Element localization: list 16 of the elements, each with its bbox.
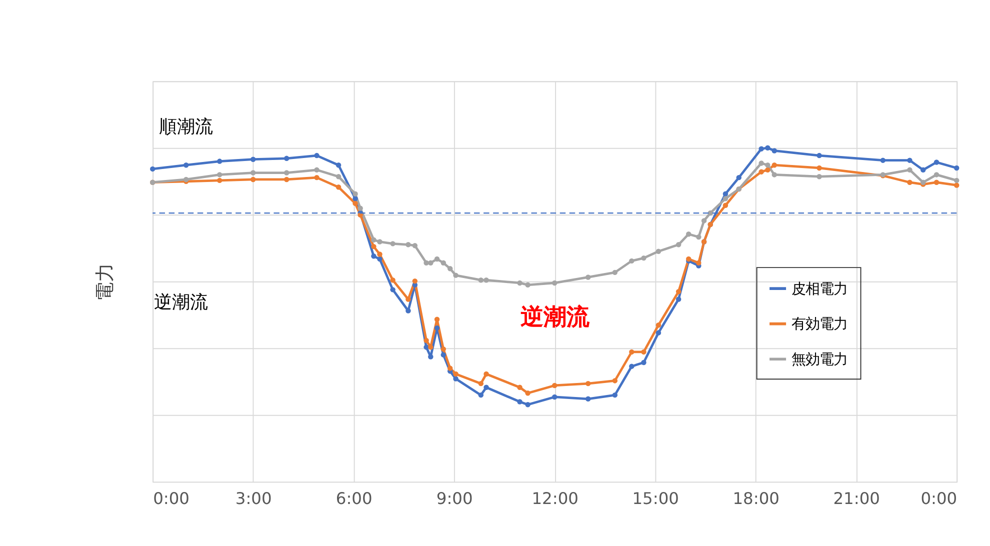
x-tick-label: 0:00	[153, 489, 190, 508]
x-tick-label: 3:00	[235, 489, 272, 508]
legend-label: 有効電力	[792, 316, 848, 333]
x-tick-label: 15:00	[632, 489, 679, 508]
x-tick-label: 0:00	[920, 489, 958, 508]
x-tick-label: 6:00	[336, 489, 372, 508]
text: 順潮流	[158, 116, 213, 138]
x-tick-label: 9:00	[436, 489, 473, 508]
annotation: 逆潮流	[154, 292, 208, 314]
legend-label: 皮相電力	[792, 281, 848, 298]
legend-label: 無効電力	[792, 352, 848, 368]
annotation: 逆潮流	[520, 303, 591, 330]
x-tick-label: 12:00	[532, 489, 578, 508]
y-axis-title: 電力	[94, 262, 116, 301]
x-tick-label: 18:00	[732, 489, 780, 508]
x-tick-label: 21:00	[833, 489, 880, 508]
